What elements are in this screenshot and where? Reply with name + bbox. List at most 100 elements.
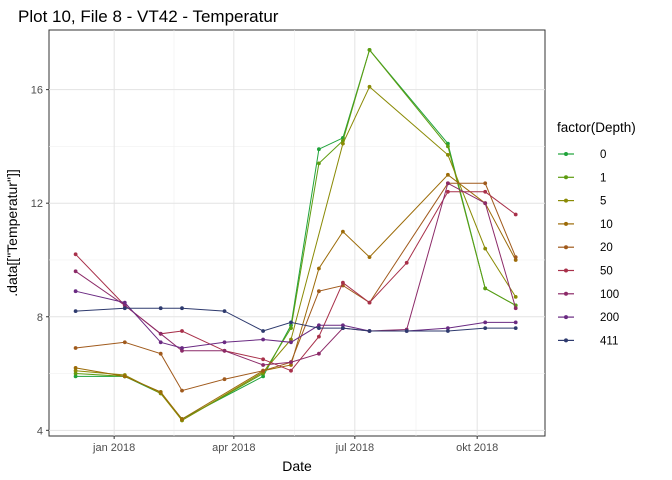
legend-title: factor(Depth): [557, 120, 636, 135]
data-point: [289, 368, 293, 373]
data-point: [261, 337, 265, 342]
data-point: [513, 255, 518, 259]
series-line: [75, 191, 516, 372]
legend-item-100: 100: [558, 289, 619, 301]
data-point: [289, 363, 293, 367]
data-point: [317, 147, 321, 152]
legend-key-point: [564, 291, 568, 296]
legend-label: 200: [600, 312, 619, 324]
data-point: [367, 255, 372, 259]
data-point: [446, 144, 450, 149]
data-point: [483, 320, 488, 325]
series-line: [75, 307, 516, 332]
legend-key-point: [564, 198, 568, 203]
legend-key-point: [564, 338, 568, 343]
x-tick-label: jul 2018: [335, 442, 375, 454]
data-point: [261, 368, 265, 373]
legend: factor(Depth) 0 1 5 10 20 50 100 200 411: [557, 120, 636, 347]
data-point: [158, 306, 163, 311]
axis-ticks: 4 8 12 16 jan 2018 apr 2018 jul 2018 okt 2018: [31, 85, 499, 454]
data-point: [317, 289, 321, 294]
data-point: [341, 280, 345, 285]
plot-panel: [48, 29, 546, 437]
x-tick-label: apr 2018: [212, 442, 255, 454]
data-point: [483, 201, 488, 206]
data-point: [341, 326, 345, 330]
data-point: [513, 258, 518, 262]
chart-title: Plot 10, File 8 - VT42 - Temperatur: [18, 7, 279, 26]
data-point: [367, 300, 372, 305]
data-point: [73, 366, 78, 370]
y-tick-label: 16: [31, 85, 43, 97]
series-layer: [73, 48, 518, 423]
data-point: [158, 351, 163, 356]
data-point: [122, 374, 127, 379]
x-tick-label: jan 2018: [92, 442, 135, 454]
data-point: [122, 303, 127, 308]
data-point: [341, 141, 345, 146]
data-point: [180, 348, 184, 353]
series-line: [75, 174, 517, 420]
legend-item-5: 5: [558, 196, 606, 208]
legend-item-411: 411: [558, 335, 618, 347]
data-point: [317, 323, 321, 328]
data-point: [222, 377, 227, 382]
legend-label: 20: [600, 242, 613, 254]
data-point: [73, 289, 78, 294]
data-point: [180, 417, 184, 421]
legend-label: 100: [600, 289, 619, 301]
data-point: [180, 329, 184, 333]
series-line: [75, 182, 517, 366]
data-point: [73, 309, 78, 313]
legend-item-50: 50: [558, 266, 613, 278]
legend-label: 50: [600, 266, 613, 278]
data-point: [513, 320, 518, 325]
legend-label: 10: [600, 219, 613, 231]
y-tick-label: 12: [31, 198, 43, 210]
series-200: [73, 289, 518, 350]
data-point: [122, 340, 127, 345]
data-point: [222, 309, 227, 313]
y-tick-label: 4: [37, 425, 43, 437]
legend-key-point: [564, 221, 568, 226]
legend-label: 0: [600, 149, 606, 161]
data-point: [483, 326, 488, 330]
data-point: [446, 326, 450, 330]
legend-item-20: 20: [558, 242, 613, 254]
data-point: [261, 357, 265, 362]
legend-label: 1: [600, 172, 606, 184]
data-point: [317, 326, 321, 330]
data-point: [483, 286, 488, 291]
data-point: [222, 340, 227, 345]
data-point: [289, 340, 293, 345]
data-point: [122, 300, 127, 305]
data-point: [513, 295, 518, 299]
data-point: [446, 189, 450, 194]
legend-key-point: [564, 268, 568, 273]
legend-item-10: 10: [558, 219, 613, 231]
data-point: [73, 374, 78, 379]
data-point: [73, 346, 78, 350]
data-point: [73, 269, 78, 274]
legend-label: 5: [600, 196, 606, 208]
data-point: [261, 374, 265, 379]
data-point: [483, 246, 488, 251]
legend-key-point: [564, 175, 568, 180]
legend-item-0: 0: [558, 149, 606, 161]
data-point: [158, 331, 163, 336]
data-point: [446, 172, 450, 177]
data-point: [446, 329, 450, 333]
data-point: [513, 306, 518, 311]
data-point: [261, 329, 265, 333]
x-axis-label: Date: [282, 458, 312, 474]
data-point: [73, 371, 78, 376]
data-point: [367, 329, 372, 333]
data-point: [180, 388, 184, 393]
data-point: [73, 368, 78, 373]
data-point: [513, 212, 518, 217]
data-point: [317, 161, 321, 166]
legend-label: 411: [600, 335, 618, 347]
data-point: [158, 390, 163, 394]
series-411: [73, 306, 518, 333]
